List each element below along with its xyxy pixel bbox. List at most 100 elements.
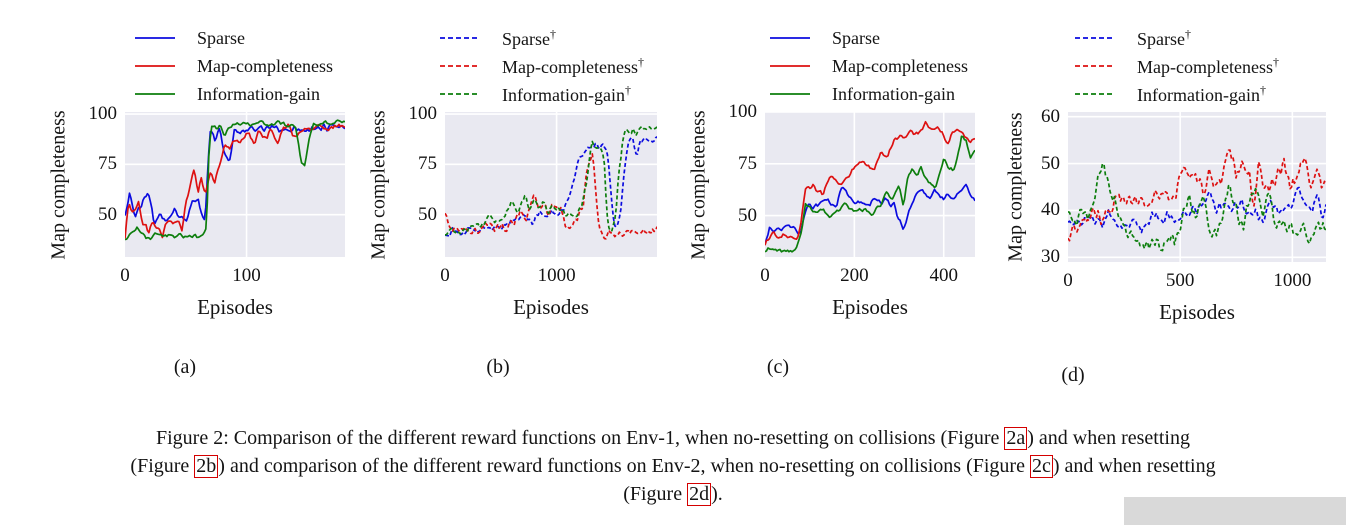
x-tick-label: 1000	[1273, 270, 1312, 291]
plot-background	[445, 112, 657, 257]
y-tick-label: 50	[738, 204, 757, 226]
series-line-sparse	[765, 183, 975, 245]
plot-area	[765, 112, 975, 257]
legend-label: Sparse†	[1137, 26, 1191, 49]
x-tick-label: 1000	[537, 265, 576, 286]
legend-line-swatch	[1075, 65, 1115, 67]
legend-item: Information-gain	[135, 80, 333, 108]
y-axis-label: Map completeness	[47, 109, 70, 260]
legend-line-swatch	[135, 93, 175, 95]
legend-label: Map-completeness†	[1137, 54, 1279, 77]
dagger-mark: †	[637, 54, 644, 69]
x-axis-label: Episodes	[513, 295, 589, 319]
x-tick-label: 0	[440, 265, 450, 286]
caption-text: (Figure	[130, 455, 195, 477]
legend-item: Sparse	[770, 24, 968, 52]
dagger-mark: †	[550, 26, 556, 41]
caption-line: (Figure 2d).	[0, 480, 1346, 508]
y-tick-label: 30	[1041, 246, 1060, 268]
subplot-a: Sparse Map-completeness Information-gain Ma…	[0, 0, 345, 340]
legend-item: Sparse†	[1075, 24, 1279, 52]
legend-label: Information-gain	[832, 83, 955, 104]
subfigure-label-a: (a)	[173, 356, 197, 378]
figure-caption: Figure 2: Comparison of the different re…	[0, 424, 1346, 508]
y-tick-label: 100	[88, 103, 118, 124]
charts-row: Sparse Map-completeness Information-gain Ma…	[0, 0, 1326, 340]
legend-line-swatch	[1075, 37, 1115, 39]
caption-line: Figure 2: Comparison of the different re…	[0, 424, 1346, 452]
plot-background	[125, 112, 345, 257]
legend-line-swatch	[1075, 93, 1115, 95]
y-tick-label: 75	[738, 152, 757, 174]
y-axis-label: Map completeness	[367, 109, 390, 260]
x-tick-label: 500	[1165, 270, 1195, 291]
legend-line-swatch	[440, 93, 480, 95]
dagger-mark: †	[1259, 82, 1266, 97]
caption-text: ) and comparison of the different reward…	[218, 455, 1030, 477]
legend-line-swatch	[440, 65, 480, 67]
x-axis-label: Episodes	[1159, 300, 1235, 324]
legend: Sparse Map-completeness Information-gain	[135, 24, 333, 108]
series-line-information-gain	[765, 135, 975, 253]
bottom-right-gray-box	[1124, 497, 1346, 525]
caption-text: ) and when resetting	[1052, 455, 1216, 477]
x-tick-label: 0	[120, 265, 130, 286]
legend-item: Map-completeness	[135, 52, 333, 80]
legend-label: Information-gain	[197, 83, 320, 104]
subfigure-label-d: (d)	[1061, 364, 1085, 386]
series-line-information-gain	[445, 125, 657, 236]
x-tick-label: 200	[840, 265, 869, 286]
figure-ref-2c[interactable]: 2c	[1029, 455, 1053, 478]
x-axis-label: Episodes	[832, 295, 908, 319]
series-line-sparse	[445, 136, 657, 238]
legend-item: Map-completeness†	[1075, 52, 1279, 80]
legend-item: Map-completeness	[770, 52, 968, 80]
legend-label: Map-completeness†	[502, 54, 644, 77]
y-tick-label: 50	[1041, 152, 1060, 174]
series-line-map-completeness	[1068, 149, 1326, 242]
x-tick-label: 0	[1063, 270, 1073, 291]
y-tick-label: 100	[728, 101, 758, 122]
legend-line-swatch	[770, 93, 810, 95]
subfigure-label-b: (b)	[486, 356, 510, 378]
legend-line-swatch	[770, 37, 810, 39]
y-tick-label: 60	[1041, 105, 1060, 127]
plot-area	[125, 112, 345, 257]
legend-item: Information-gain†	[440, 80, 644, 108]
caption-text: ) and when resetting	[1027, 427, 1190, 449]
y-tick-label: 40	[1041, 199, 1060, 221]
legend-label: Map-completeness	[197, 55, 333, 76]
legend-line-swatch	[135, 37, 175, 39]
legend-item: Information-gain†	[1075, 80, 1279, 108]
legend-item: Sparse†	[440, 24, 644, 52]
subplot-b: Sparse† Map-completeness† Information-gain…	[345, 0, 660, 340]
x-tick-label: 100	[232, 265, 261, 286]
subfigure-label-c: (c)	[766, 356, 790, 378]
legend-label: Information-gain†	[1137, 82, 1266, 105]
legend-label: Sparse	[197, 27, 245, 48]
legend-line-swatch	[770, 65, 810, 67]
x-tick-label: 400	[929, 265, 958, 286]
legend-label: Information-gain†	[502, 82, 631, 105]
legend-label: Sparse†	[502, 26, 556, 49]
plot-area	[1068, 112, 1326, 262]
plot-background	[1068, 112, 1326, 262]
legend: Sparse Map-completeness Information-gain	[770, 24, 968, 108]
series-line-information-gain	[1068, 162, 1326, 252]
figure-ref-2a[interactable]: 2a	[1004, 427, 1028, 450]
legend-item: Information-gain	[770, 80, 968, 108]
plot-area	[445, 112, 657, 257]
x-tick-label: 0	[760, 265, 770, 286]
series-line-information-gain	[125, 119, 345, 241]
y-axis-label: Map completeness	[1004, 112, 1027, 262]
figure-ref-2d[interactable]: 2d	[687, 483, 712, 506]
legend: Sparse† Map-completeness† Information-gain…	[1075, 24, 1279, 108]
caption-text: ).	[711, 483, 723, 505]
series-line-sparse	[125, 123, 345, 225]
series-line-sparse	[1068, 186, 1326, 234]
legend-line-swatch	[135, 65, 175, 67]
caption-text: Figure 2: Comparison of the different re…	[156, 427, 1005, 449]
y-tick-label: 100	[408, 103, 438, 124]
figure-ref-2b[interactable]: 2b	[194, 455, 219, 478]
